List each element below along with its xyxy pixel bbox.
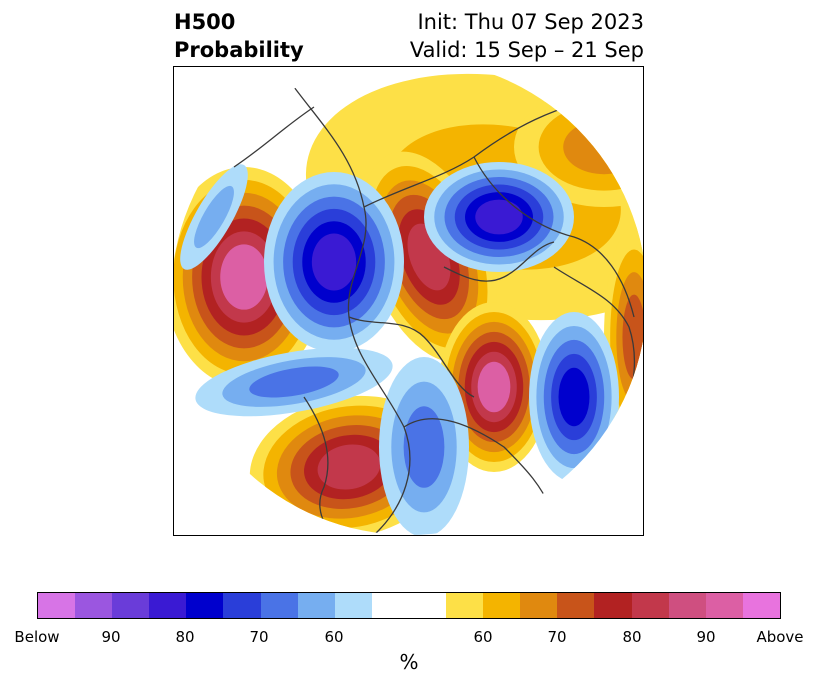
chart-title-right: Init: Thu 07 Sep 2023 Valid: 15 Sep – 21…	[410, 8, 644, 64]
coastline-path	[403, 418, 555, 518]
colorbar-segment	[297, 593, 335, 618]
colorbar-segment	[149, 593, 187, 618]
contour-level	[403, 406, 445, 488]
above-normal-atlantic	[439, 302, 549, 472]
colorbar-tick-label: 90	[696, 628, 716, 646]
colorbar-segment	[742, 593, 780, 618]
colorbar-segment	[334, 593, 372, 618]
colorbar	[37, 592, 781, 619]
below-normal-eastern-us	[379, 357, 469, 535]
colorbar-segment	[631, 593, 669, 618]
contour-level	[475, 199, 523, 235]
colorbar-tick-label: 60	[324, 628, 344, 646]
coastline-path	[348, 316, 475, 398]
colorbar-segment	[223, 593, 261, 618]
colorbar-label: %	[399, 650, 419, 674]
colorbar-segment	[483, 593, 521, 618]
colorbar-segment	[520, 593, 558, 618]
colorbar-tick-label: 70	[547, 628, 567, 646]
contour-level	[249, 366, 339, 398]
colorbar-segment	[75, 593, 113, 618]
contour-level	[558, 367, 590, 427]
below-normal-far-west	[180, 164, 248, 270]
below-normal-pacific	[195, 347, 393, 417]
colorbar-tick-label: Above	[756, 628, 804, 646]
contour-level	[220, 244, 268, 310]
map-canvas	[174, 73, 643, 535]
colorbar-segment	[112, 593, 150, 618]
contour-level	[563, 119, 643, 175]
colorbar-segment	[557, 593, 595, 618]
colorbar-tick-label: 80	[622, 628, 642, 646]
coastline-path	[473, 156, 635, 318]
colorbar-tick-label: 60	[473, 628, 493, 646]
colorbar-segment	[260, 593, 298, 618]
chart-title-left: H500 Probability	[174, 8, 304, 64]
colorbar-segment	[186, 593, 224, 618]
contour-level	[311, 233, 357, 291]
below-normal-europe	[529, 312, 619, 482]
title-product: Probability	[174, 38, 304, 62]
below-normal-siberia	[424, 162, 574, 272]
coastline-path	[233, 106, 315, 168]
probability-field	[174, 73, 643, 535]
contour-level	[477, 361, 511, 413]
colorbar-tick-label: 90	[101, 628, 121, 646]
colorbar-segment	[594, 593, 632, 618]
colorbar-segment	[446, 593, 484, 618]
colorbar-segment	[371, 593, 447, 618]
coastlines	[233, 86, 636, 535]
contour-level	[317, 444, 381, 490]
colorbar-tick-label: 80	[175, 628, 195, 646]
colorbar-segment	[705, 593, 743, 618]
title-init-date: Init: Thu 07 Sep 2023	[417, 10, 644, 34]
colorbar-tick-label: 70	[249, 628, 269, 646]
title-variable: H500	[174, 10, 236, 34]
contour-level	[194, 185, 234, 249]
coastline-path	[443, 241, 555, 282]
colorbar-segment	[38, 593, 76, 618]
colorbar-tick-label: Below	[14, 628, 60, 646]
below-normal-arctic-alaska	[264, 172, 404, 352]
probability-map	[173, 66, 644, 536]
colorbar-segment	[668, 593, 706, 618]
title-valid-range: Valid: 15 Sep – 21 Sep	[409, 38, 644, 62]
